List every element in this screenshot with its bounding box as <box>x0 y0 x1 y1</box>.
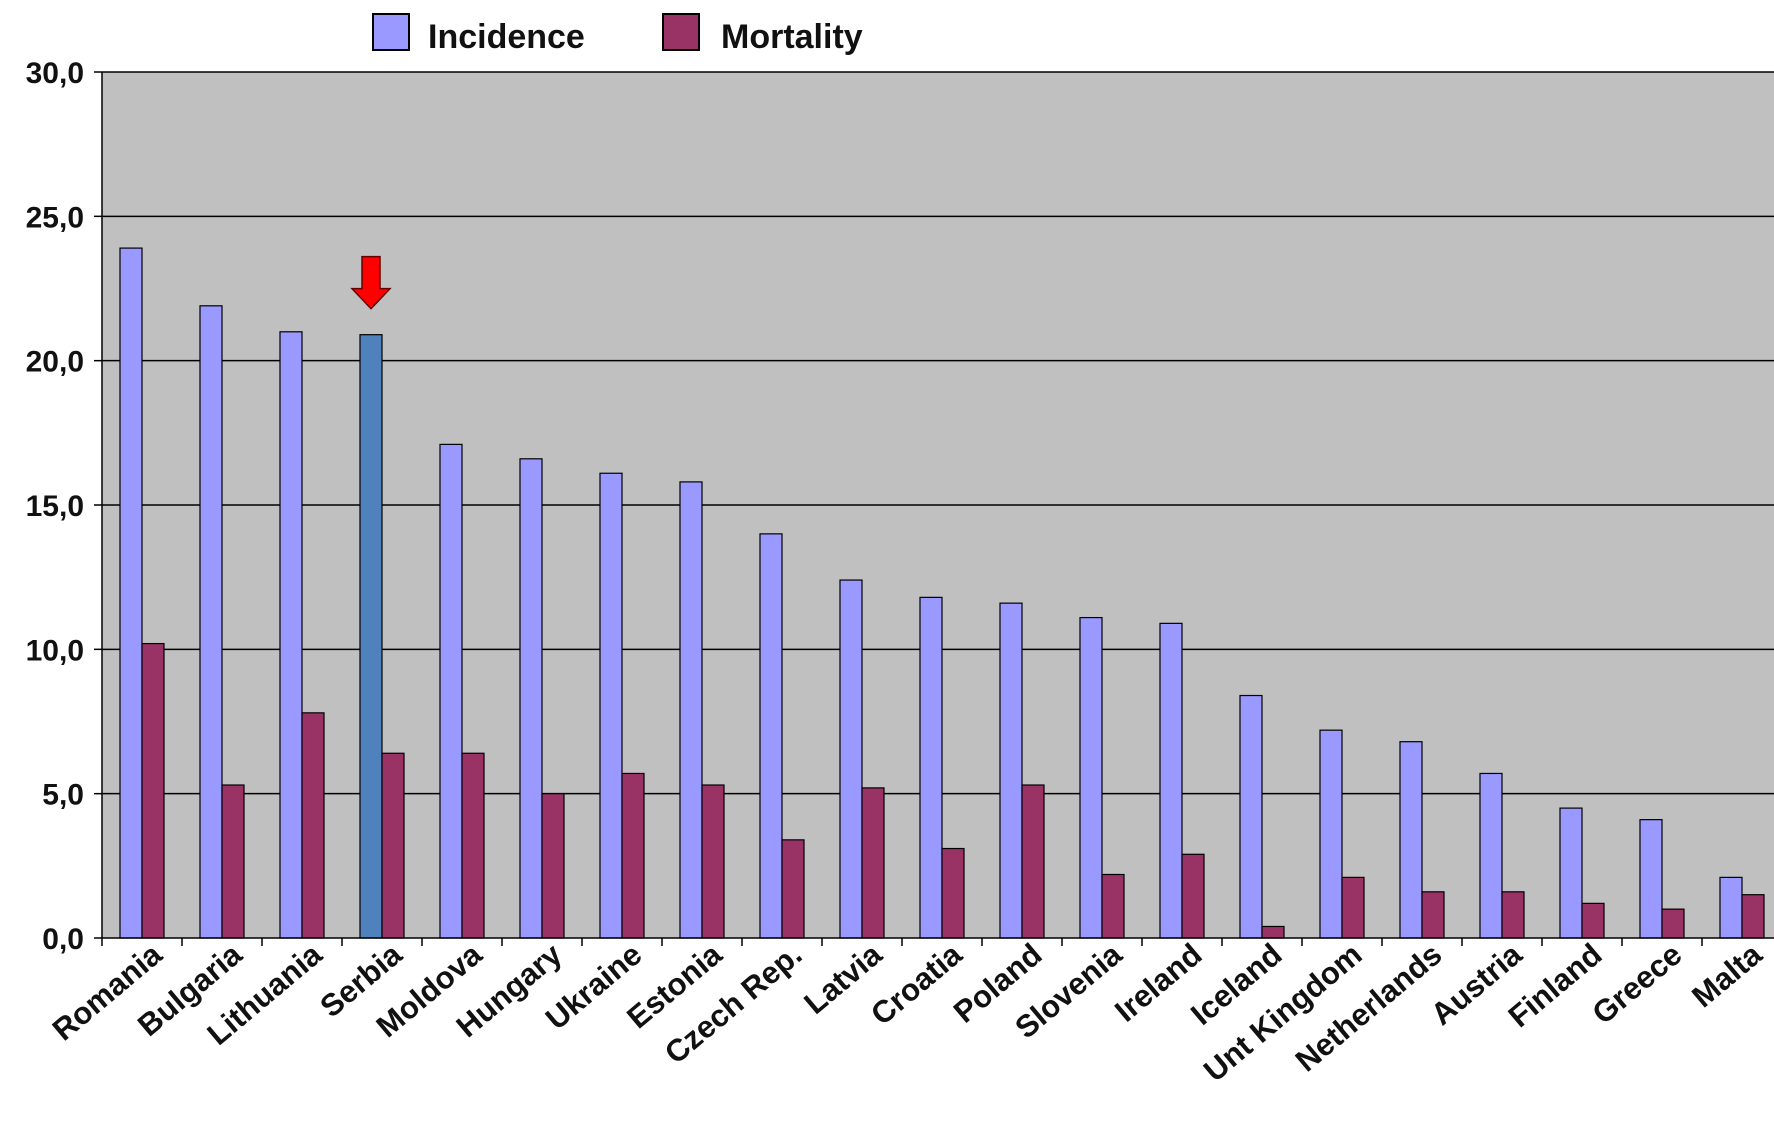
y-tick-label: 0,0 <box>42 923 84 956</box>
x-label-greece: Greece <box>1585 937 1688 1031</box>
bar-incidence-moldova <box>439 443 463 939</box>
y-tick-label: 5,0 <box>42 779 84 812</box>
bar-mortality-unt-kingdom <box>1341 876 1365 939</box>
bar-incidence-bulgaria <box>199 305 223 939</box>
bar-mortality-estonia <box>701 784 725 939</box>
y-tick-label: 30,0 <box>26 57 84 90</box>
bar-mortality-netherlands <box>1421 891 1445 939</box>
bar-mortality-greece <box>1661 908 1685 939</box>
bar-incidence-austria <box>1479 772 1503 939</box>
bar-incidence-hungary <box>519 458 543 939</box>
bar-incidence-ukraine <box>599 472 623 939</box>
x-label-croatia: Croatia <box>864 936 969 1032</box>
bar-mortality-latvia <box>861 787 885 939</box>
bar-incidence-finland <box>1559 807 1583 939</box>
legend-label-incidence: Incidence <box>428 18 585 56</box>
bar-mortality-lithuania <box>301 712 325 939</box>
bar-incidence-iceland <box>1239 694 1263 939</box>
bar-incidence-greece <box>1639 819 1663 939</box>
bar-incidence-ireland <box>1159 622 1183 939</box>
bars <box>119 247 1765 939</box>
bar-incidence-lithuania <box>279 331 303 939</box>
bar-mortality-ireland <box>1181 853 1205 939</box>
bar-mortality-slovenia <box>1101 873 1125 939</box>
bar-incidence-romania <box>119 247 143 939</box>
x-label-malta: Malta <box>1685 936 1769 1014</box>
bar-incidence-netherlands <box>1399 741 1423 939</box>
bar-mortality-poland <box>1021 784 1045 939</box>
bar-incidence-unt-kingdom <box>1319 729 1343 939</box>
highlight-arrow-icon <box>350 255 392 310</box>
y-tick-label: 25,0 <box>26 201 84 234</box>
bar-incidence-estonia <box>679 481 703 939</box>
bar-mortality-ukraine <box>621 772 645 939</box>
y-axis-ticks: 0,0 5,0 10,0 15,0 20,0 25,0 30,0 <box>26 57 102 956</box>
y-tick-label: 20,0 <box>26 346 84 379</box>
legend-label-mortality: Mortality <box>721 18 863 56</box>
bar-incidence-serbia <box>359 334 383 939</box>
bar-mortality-romania <box>141 642 165 939</box>
bar-incidence-malta <box>1719 876 1743 939</box>
bar-incidence-latvia <box>839 579 863 939</box>
bar-mortality-austria <box>1501 891 1525 939</box>
bar-incidence-poland <box>999 602 1023 939</box>
bar-mortality-croatia <box>941 847 965 939</box>
x-axis-labels: RomaniaBulgariaLithuaniaSerbiaMoldovaHun… <box>46 936 1769 1088</box>
bar-incidence-czech-rep <box>759 533 783 939</box>
legend-swatch-mortality <box>662 13 700 51</box>
y-tick-label: 15,0 <box>26 490 84 523</box>
legend: Incidence Mortality <box>372 13 863 56</box>
red-arrow-icon <box>350 255 392 310</box>
bar-mortality-finland <box>1581 902 1605 939</box>
legend-swatch-incidence <box>372 13 410 51</box>
bar-mortality-moldova <box>461 752 485 939</box>
bar-incidence-croatia <box>919 596 943 939</box>
bar-mortality-czech-rep <box>781 839 805 939</box>
bar-incidence-slovenia <box>1079 616 1103 939</box>
bar-mortality-serbia <box>381 752 405 939</box>
bar-mortality-bulgaria <box>221 784 245 939</box>
bar-mortality-hungary <box>541 793 565 939</box>
y-tick-label: 10,0 <box>26 634 84 667</box>
bar-mortality-malta <box>1741 894 1765 939</box>
